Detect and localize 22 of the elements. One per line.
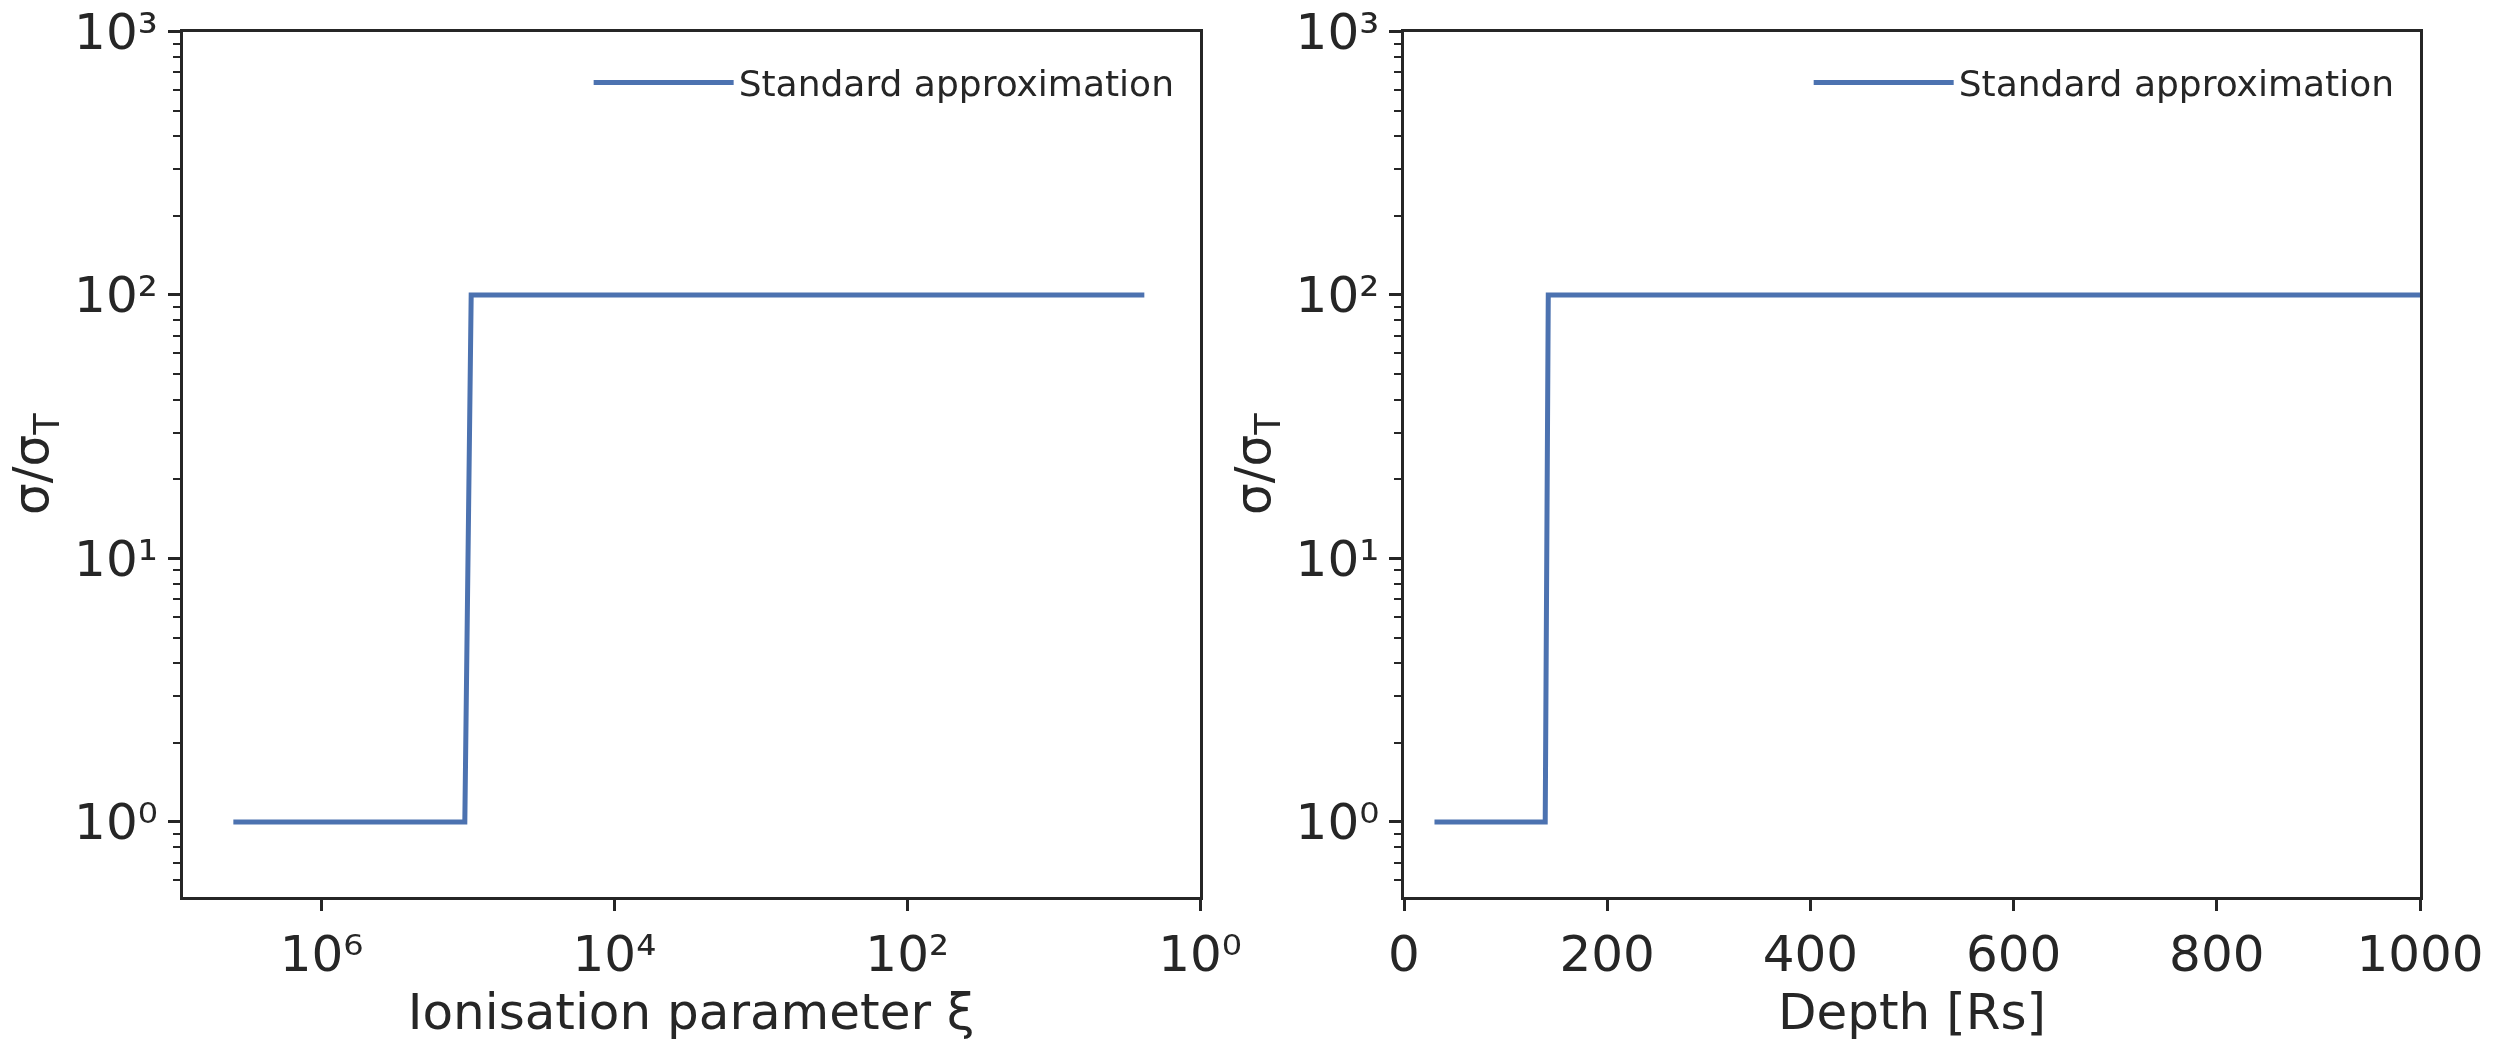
x-tick-label: 800 <box>2169 925 2265 984</box>
x-tick-label: 10⁰ <box>1158 925 1242 984</box>
x-tick-label: 200 <box>1559 925 1655 984</box>
y-tick-label: 10¹ <box>1295 529 1380 588</box>
legend-label: Standard approximation <box>738 63 1174 105</box>
y-tick-label: 10² <box>74 266 158 325</box>
legend-label: Standard approximation <box>1958 63 2394 105</box>
y-tick-label: 10³ <box>1295 3 1380 61</box>
y-tick-label: 10⁰ <box>74 793 158 852</box>
x-tick-label: 1000 <box>2356 925 2484 984</box>
y-tick-label: 10⁰ <box>1295 793 1380 852</box>
y-tick-label: 10¹ <box>74 529 158 588</box>
x-axis-title: Depth [Rs] <box>1778 983 2046 1042</box>
x-tick-label: 0 <box>1388 925 1420 984</box>
x-tick-label: 400 <box>1762 925 1859 984</box>
x-tick-label: 10⁶ <box>279 925 364 984</box>
x-axis-title: Ionisation parameter ξ <box>407 983 975 1042</box>
y-tick-label: 10² <box>1295 266 1380 325</box>
x-tick-label: 10² <box>865 925 950 984</box>
y-tick-label: 10³ <box>74 3 158 61</box>
x-tick-label: 600 <box>1965 925 2062 984</box>
x-tick-label: 10⁴ <box>572 925 657 984</box>
